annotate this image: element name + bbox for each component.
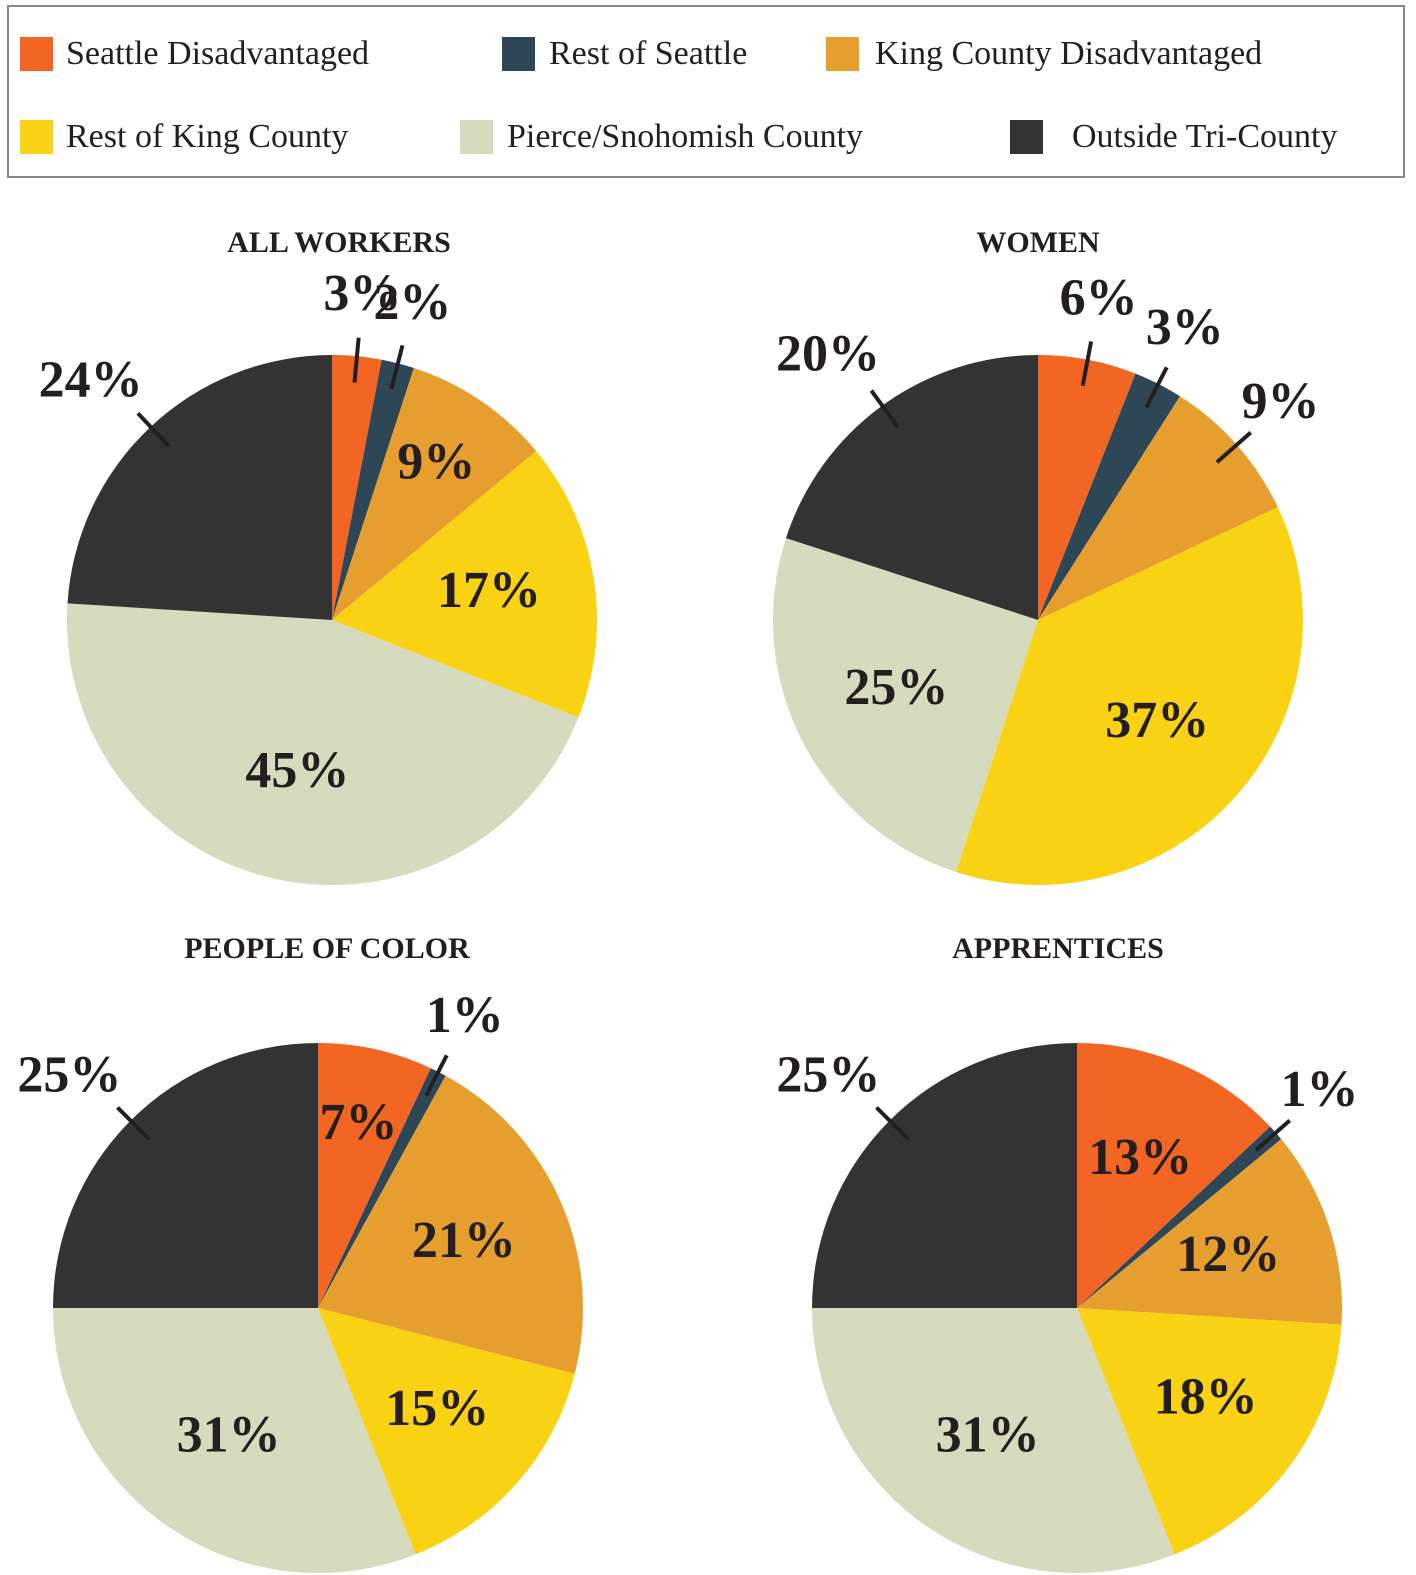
leader-line <box>1080 341 1094 387</box>
legend-label: Outside Tri-County <box>1072 118 1337 155</box>
pie-slice <box>812 1043 1077 1308</box>
data-label: 17% <box>437 562 541 619</box>
data-label: 3% <box>323 265 401 322</box>
data-label: 45% <box>245 742 349 799</box>
pie-slice <box>318 1075 584 1374</box>
pie-slice <box>53 1043 318 1308</box>
legend-swatch <box>1010 120 1043 154</box>
pie-slice <box>956 507 1304 885</box>
pie-slice <box>67 355 332 620</box>
data-label: 9% <box>397 434 475 491</box>
data-label: 18% <box>1154 1368 1258 1425</box>
data-label: 15% <box>385 1380 489 1437</box>
chart-title: APPRENTICES <box>952 932 1164 965</box>
data-label: 3% <box>1146 299 1224 356</box>
data-label: 2% <box>373 274 451 331</box>
pie-slice <box>785 355 1038 620</box>
leader-line <box>869 389 900 429</box>
chart-title: PEOPLE OF COLOR <box>184 932 470 965</box>
data-label: 24% <box>39 351 143 408</box>
legend-swatch <box>460 120 493 154</box>
pie-slice <box>53 1308 416 1573</box>
legend-swatch <box>20 37 53 71</box>
pie-slice <box>773 538 1038 873</box>
data-label: 1% <box>1281 1061 1359 1118</box>
data-label: 25% <box>17 1046 121 1103</box>
legend-swatch <box>826 37 859 71</box>
leader-line <box>1144 366 1169 409</box>
leader-line <box>1254 1118 1292 1152</box>
chart-title: WOMEN <box>976 226 1100 259</box>
leader-line <box>352 337 361 383</box>
data-label: 31% <box>177 1406 281 1463</box>
leader-line <box>1215 430 1253 464</box>
pie-slice <box>1038 373 1180 620</box>
legend-box <box>7 5 1405 178</box>
data-label: 12% <box>1176 1226 1280 1283</box>
pie-slice <box>1077 1126 1282 1308</box>
data-label: 25% <box>844 659 948 716</box>
legend-label: Rest of Seattle <box>549 35 747 72</box>
data-label: 7% <box>319 1094 397 1151</box>
pie-slice <box>332 451 597 718</box>
data-label: 9% <box>1242 373 1320 430</box>
pie-slice <box>318 1068 446 1308</box>
leader-line <box>875 1106 910 1141</box>
pie-slice <box>67 603 579 885</box>
pie-slice <box>332 355 382 620</box>
legend-label: King County Disadvantaged <box>875 35 1262 72</box>
leader-line <box>136 411 171 448</box>
pie-slice <box>1038 355 1136 620</box>
legend-label: Seattle Disadvantaged <box>66 35 369 72</box>
legend-swatch <box>20 120 53 154</box>
data-label: 21% <box>412 1212 516 1269</box>
pie-slice <box>812 1308 1175 1573</box>
data-label: 1% <box>426 987 504 1044</box>
leader-line <box>116 1106 151 1141</box>
leader-line <box>389 344 405 390</box>
data-label: 25% <box>776 1046 880 1103</box>
pie-slice <box>1077 1139 1342 1325</box>
data-label: 20% <box>776 325 880 382</box>
data-label: 6% <box>1060 269 1138 326</box>
chart-title: ALL WORKERS <box>227 226 451 259</box>
pie-slice <box>1077 1043 1271 1308</box>
leader-line <box>424 1054 449 1097</box>
data-label: 37% <box>1105 692 1209 749</box>
pie-slice <box>318 1043 431 1308</box>
data-label: 13% <box>1088 1129 1192 1186</box>
pie-slice <box>318 1308 575 1555</box>
legend-swatch <box>502 37 535 71</box>
legend-label: Rest of King County <box>66 118 348 155</box>
pie-slice <box>332 367 537 620</box>
pie-slice <box>1077 1308 1342 1555</box>
pie-slice <box>332 359 414 620</box>
pie-slice <box>1038 396 1278 620</box>
legend-label: Pierce/Snohomish County <box>507 118 863 155</box>
data-label: 31% <box>936 1406 1040 1463</box>
